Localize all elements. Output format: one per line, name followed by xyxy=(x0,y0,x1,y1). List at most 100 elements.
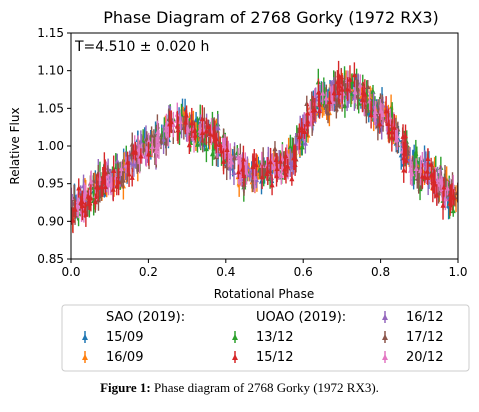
data-point xyxy=(149,132,155,138)
data-point xyxy=(146,137,152,144)
data-point xyxy=(347,76,353,82)
data-point xyxy=(189,119,195,126)
data-point xyxy=(304,100,310,107)
data-point xyxy=(448,193,454,199)
data-point xyxy=(430,184,436,190)
data-point xyxy=(372,108,378,115)
data-point xyxy=(377,120,383,127)
x-tick-label: 0.4 xyxy=(216,265,235,279)
data-point xyxy=(352,88,358,95)
data-point xyxy=(161,136,167,142)
data-point xyxy=(351,71,357,78)
data-point xyxy=(269,181,275,188)
data-point xyxy=(235,168,241,175)
data-point xyxy=(389,134,395,140)
data-point xyxy=(428,172,434,178)
data-point xyxy=(289,175,295,182)
data-point xyxy=(131,161,137,167)
data-point xyxy=(213,140,219,147)
legend-group-title: SAO (2019): xyxy=(106,310,185,325)
data-point xyxy=(74,201,80,208)
data-point xyxy=(191,127,197,134)
data-point xyxy=(327,98,333,105)
data-point xyxy=(199,115,205,122)
data-point xyxy=(244,169,250,175)
data-point xyxy=(331,89,337,96)
legend-marker xyxy=(232,354,238,360)
legend-marker xyxy=(232,334,238,340)
chart-title: Phase Diagram of 2768 Gorky (1972 RX3) xyxy=(103,8,439,27)
legend-frame xyxy=(61,304,470,372)
data-point xyxy=(78,199,84,205)
y-tick-label: 0.95 xyxy=(37,177,64,191)
data-point xyxy=(231,154,237,161)
data-point xyxy=(334,101,340,108)
data-point xyxy=(302,140,308,146)
data-point xyxy=(83,188,89,195)
data-point xyxy=(129,174,135,180)
data-point xyxy=(362,91,368,97)
legend-marker xyxy=(382,314,388,320)
x-tick-label: 1.0 xyxy=(448,265,467,279)
data-point xyxy=(365,83,371,90)
data-point xyxy=(92,198,98,205)
data-point xyxy=(278,172,284,179)
data-point xyxy=(241,172,247,179)
x-tick-label: 0.8 xyxy=(371,265,390,279)
data-point xyxy=(337,83,343,89)
figure-caption: Figure 1: Phase diagram of 2768 Gorky (1… xyxy=(0,380,479,396)
data-point xyxy=(282,165,288,172)
data-point xyxy=(409,170,415,177)
data-point xyxy=(342,102,348,109)
y-tick-label: 1.00 xyxy=(37,139,64,153)
data-point xyxy=(274,165,280,171)
data-point xyxy=(285,163,291,169)
data-point xyxy=(440,202,446,208)
plot-frame xyxy=(70,32,459,260)
data-point xyxy=(391,124,397,130)
y-tick-label: 1.15 xyxy=(37,26,64,40)
data-point xyxy=(71,217,76,223)
legend-group-title: UOAO (2019): xyxy=(256,310,346,325)
data-point xyxy=(197,127,203,133)
legend-entry-label: 20/12 xyxy=(406,350,443,365)
legend-marker xyxy=(382,354,388,360)
data-point xyxy=(146,150,152,157)
data-point xyxy=(141,146,147,152)
data-point xyxy=(130,148,136,155)
data-point xyxy=(229,159,235,165)
data-point xyxy=(126,171,132,177)
data-point xyxy=(153,147,159,154)
data-point xyxy=(304,120,310,127)
data-point xyxy=(403,157,409,163)
data-point xyxy=(76,184,82,191)
data-point xyxy=(377,110,383,117)
series-15-12 xyxy=(71,60,457,234)
period-annotation: T=4.510 ± 0.020 h xyxy=(74,39,209,55)
data-point xyxy=(235,154,241,160)
data-point xyxy=(414,174,420,181)
phase-diagram-figure: Phase Diagram of 2768 Gorky (1972 RX3) T… xyxy=(8,8,470,372)
y-tick-label: 1.05 xyxy=(37,101,64,115)
data-point xyxy=(95,184,101,190)
x-tick-label: 0.0 xyxy=(61,265,80,279)
data-point xyxy=(287,159,293,166)
data-point xyxy=(149,143,155,150)
data-point xyxy=(302,128,308,135)
legend-marker xyxy=(82,354,88,360)
data-point xyxy=(403,132,409,139)
caption-text: Phase diagram of 2768 Gorky (1972 RX3). xyxy=(150,380,379,395)
caption-label: Figure 1: xyxy=(100,380,151,395)
data-point xyxy=(205,123,211,130)
data-point xyxy=(234,149,240,156)
data-point xyxy=(111,167,117,173)
data-point xyxy=(386,128,392,134)
data-point xyxy=(82,207,88,213)
data-point xyxy=(231,169,237,175)
x-tick-label: 0.6 xyxy=(294,265,313,279)
plot-area xyxy=(71,60,458,234)
data-point xyxy=(434,192,440,198)
data-point xyxy=(455,189,458,196)
data-point xyxy=(167,120,173,127)
data-point xyxy=(296,133,302,140)
